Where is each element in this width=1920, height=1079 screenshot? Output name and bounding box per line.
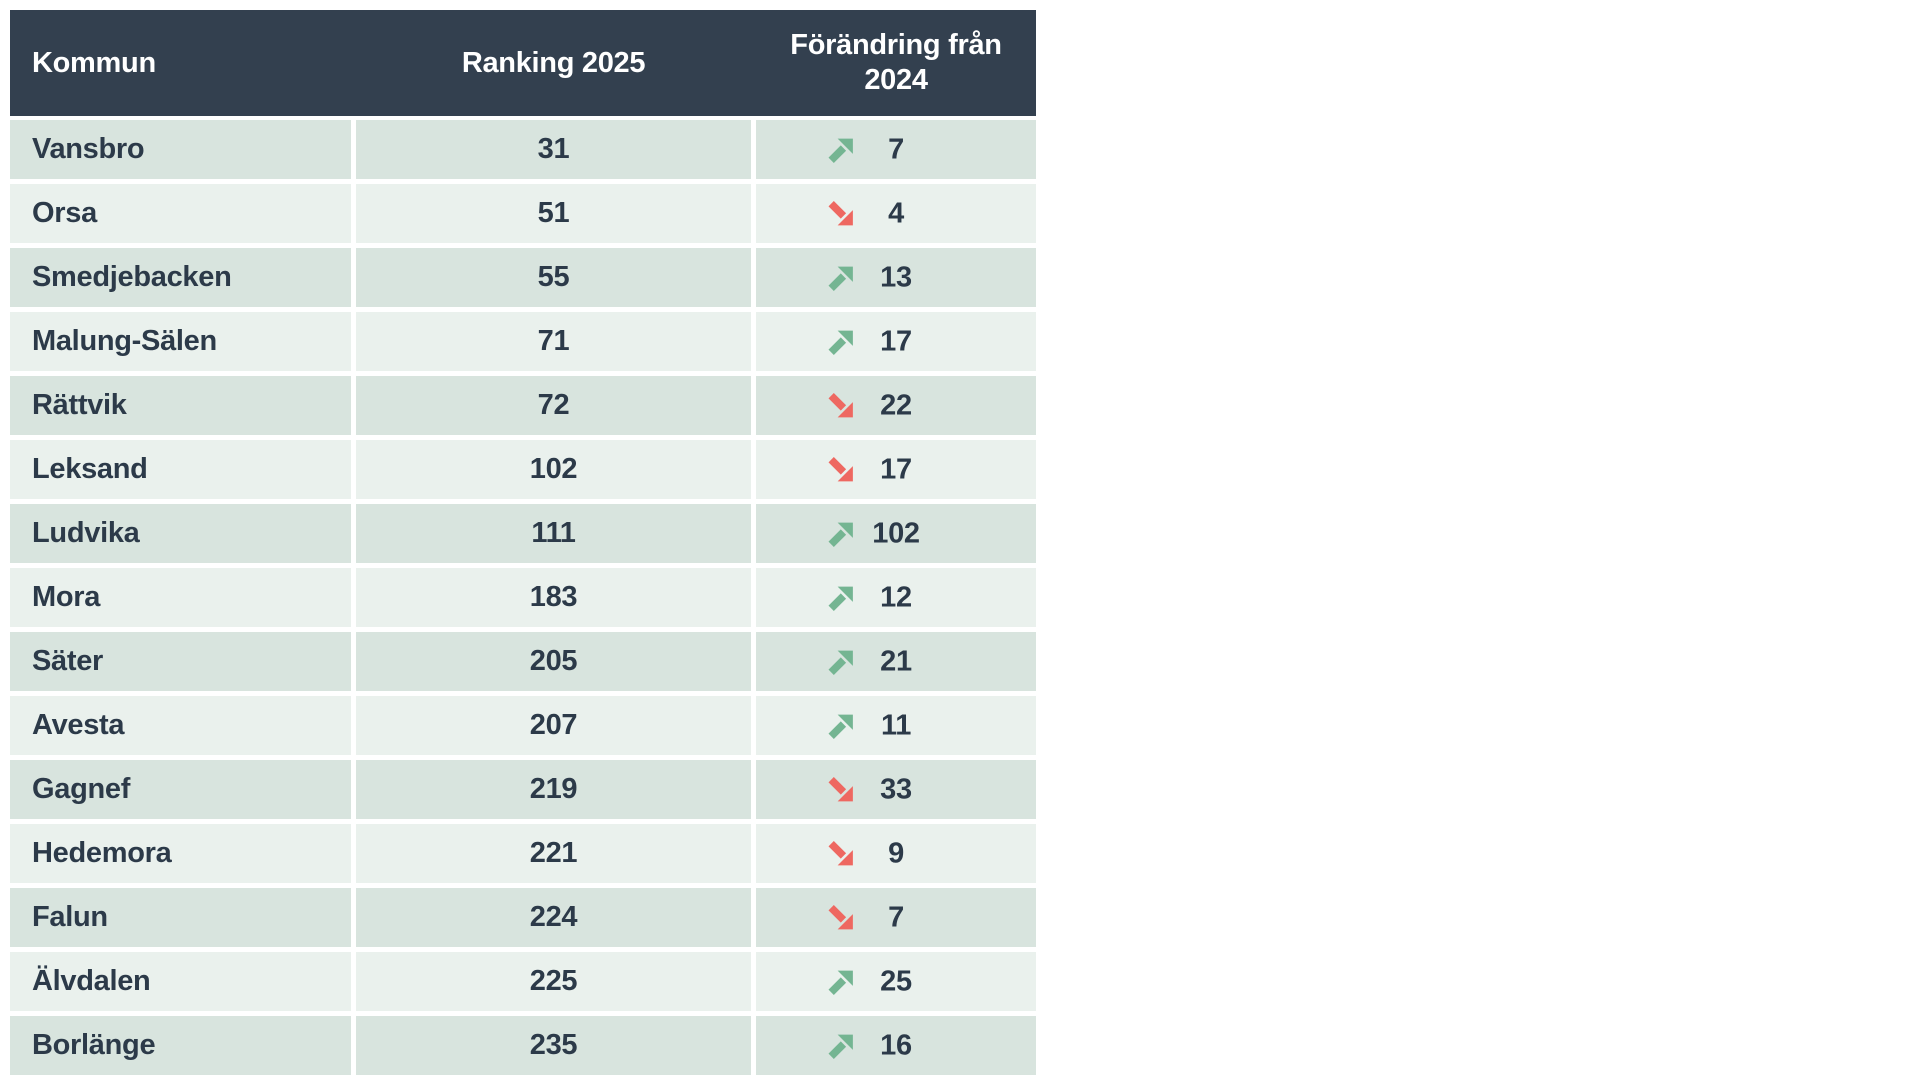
column-header-kommun: Kommun — [32, 46, 156, 79]
table-row: Rättvik 72 22 — [10, 376, 1036, 435]
change-cell: 11 — [756, 696, 1036, 755]
change-value: 17 — [880, 325, 912, 357]
change-cell: 33 — [756, 760, 1036, 819]
arrow-down-right-icon — [826, 454, 857, 485]
kommun-cell: Gagnef — [10, 760, 351, 819]
ranking-cell: 235 — [356, 1016, 751, 1075]
table-row: Vansbro 31 7 — [10, 120, 1036, 179]
change-value: 9 — [888, 837, 904, 869]
change-value: 11 — [880, 709, 912, 741]
kommun-cell: Hedemora — [10, 824, 351, 883]
table-row: Malung-Sälen 71 17 — [10, 312, 1036, 371]
column-header-ranking-2025: Ranking 2025 — [461, 46, 646, 79]
change-cell: 16 — [756, 1016, 1036, 1075]
change-cell: 21 — [756, 632, 1036, 691]
column-header-forandring-label: Förändring från 2024 — [790, 29, 1002, 96]
arrow-down-right-icon — [826, 838, 857, 869]
ranking-cell: 207 — [356, 696, 751, 755]
change-value: 33 — [880, 773, 912, 805]
table-row: Gagnef 219 33 — [10, 760, 1036, 819]
table-row: Leksand 102 17 — [10, 440, 1036, 499]
arrow-up-right-icon — [826, 582, 857, 613]
change-value: 16 — [880, 1029, 912, 1061]
ranking-cell: 72 — [356, 376, 751, 435]
ranking-cell: 224 — [356, 888, 751, 947]
kommun-cell: Falun — [10, 888, 351, 947]
change-value: 4 — [888, 197, 904, 229]
kommun-cell: Borlänge — [10, 1016, 351, 1075]
arrow-down-right-icon — [826, 774, 857, 805]
ranking-cell: 205 — [356, 632, 751, 691]
change-cell: 25 — [756, 952, 1036, 1011]
kommun-cell: Vansbro — [10, 120, 351, 179]
arrow-up-right-icon — [826, 134, 857, 165]
arrow-down-right-icon — [826, 390, 857, 421]
arrow-up-right-icon — [826, 710, 857, 741]
ranking-cell: 225 — [356, 952, 751, 1011]
change-cell: 7 — [756, 888, 1036, 947]
table-row: Hedemora 221 9 — [10, 824, 1036, 883]
table-row: Avesta 207 11 — [10, 696, 1036, 755]
change-value: 17 — [880, 453, 912, 485]
ranking-cell: 31 — [356, 120, 751, 179]
table-row: Säter 205 21 — [10, 632, 1036, 691]
ranking-cell: 183 — [356, 568, 751, 627]
change-value: 102 — [872, 517, 920, 549]
ranking-cell: 71 — [356, 312, 751, 371]
change-cell: 102 — [756, 504, 1036, 563]
change-cell: 17 — [756, 312, 1036, 371]
change-value: 25 — [880, 965, 912, 997]
change-cell: 4 — [756, 184, 1036, 243]
change-value: 13 — [880, 261, 912, 293]
table-header-row: Kommun Ranking 2025 Förändring från 2024 — [10, 10, 1036, 116]
arrow-up-right-icon — [826, 1030, 857, 1061]
ranking-cell: 55 — [356, 248, 751, 307]
arrow-up-right-icon — [826, 518, 857, 549]
table-row: Orsa 51 4 — [10, 184, 1036, 243]
ranking-cell: 219 — [356, 760, 751, 819]
change-value: 12 — [880, 581, 912, 613]
change-cell: 17 — [756, 440, 1036, 499]
ranking-cell: 51 — [356, 184, 751, 243]
change-cell: 7 — [756, 120, 1036, 179]
kommun-cell: Säter — [10, 632, 351, 691]
table-row: Falun 224 7 — [10, 888, 1036, 947]
arrow-down-right-icon — [826, 902, 857, 933]
kommun-cell: Ludvika — [10, 504, 351, 563]
kommun-cell: Rättvik — [10, 376, 351, 435]
column-header-forandring-fran-2024: Förändring från 2024 — [756, 10, 1036, 116]
table-row: Smedjebacken 55 13 — [10, 248, 1036, 307]
change-cell: 22 — [756, 376, 1036, 435]
arrow-up-right-icon — [826, 966, 857, 997]
change-value: 7 — [888, 133, 904, 165]
arrow-up-right-icon — [826, 326, 857, 357]
ranking-cell: 221 — [356, 824, 751, 883]
kommun-cell: Mora — [10, 568, 351, 627]
kommun-cell: Smedjebacken — [10, 248, 351, 307]
ranking-cell: 111 — [356, 504, 751, 563]
kommun-cell: Leksand — [10, 440, 351, 499]
ranking-cell: 102 — [356, 440, 751, 499]
change-value: 22 — [880, 389, 912, 421]
table-row: Älvdalen 225 25 — [10, 952, 1036, 1011]
table-row: Ludvika 111 102 — [10, 504, 1036, 563]
change-cell: 13 — [756, 248, 1036, 307]
kommun-ranking-table: Kommun Ranking 2025 Förändring från 2024… — [10, 10, 1036, 1075]
table-row: Borlänge 235 16 — [10, 1016, 1036, 1075]
arrow-up-right-icon — [826, 646, 857, 677]
kommun-cell: Orsa — [10, 184, 351, 243]
change-cell: 9 — [756, 824, 1036, 883]
change-value: 7 — [888, 901, 904, 933]
kommun-cell: Avesta — [10, 696, 351, 755]
kommun-cell: Malung-Sälen — [10, 312, 351, 371]
arrow-down-right-icon — [826, 198, 857, 229]
table-row: Mora 183 12 — [10, 568, 1036, 627]
kommun-cell: Älvdalen — [10, 952, 351, 1011]
change-value: 21 — [880, 645, 912, 677]
change-cell: 12 — [756, 568, 1036, 627]
table-body: Vansbro 31 7 Orsa 51 4 Smedjebacken 55 1… — [10, 120, 1036, 1075]
arrow-up-right-icon — [826, 262, 857, 293]
